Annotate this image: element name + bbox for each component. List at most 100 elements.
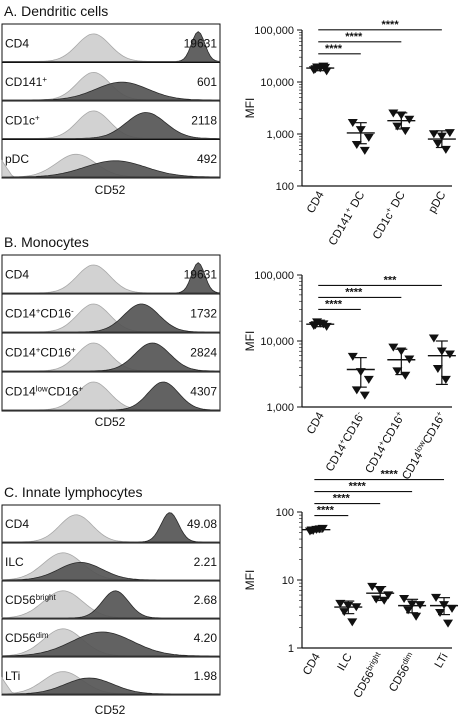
- scatter-0-category-sup: +: [343, 205, 353, 214]
- scatter-0-category-base: CD1c: [371, 210, 396, 241]
- scatter-2-group: [366, 582, 395, 605]
- hist-1-cd52-histogram: [2, 381, 221, 411]
- scatter-0-y-tick-label: 10,000: [260, 77, 294, 89]
- hist-2-x-axis-label: CD52: [95, 703, 126, 717]
- hist-2-cd52-histogram: [2, 562, 220, 581]
- hist-0-row-label-base: pDC: [5, 152, 29, 166]
- scatter-1-category-base: CD4: [305, 410, 327, 436]
- hist-1-row: CD4 19631: [1, 254, 221, 295]
- scatter-0-data-point: [428, 130, 439, 139]
- scatter-1-data-point: [428, 334, 439, 343]
- hist-1-row: CD14+CD16+ 2824: [1, 332, 221, 373]
- hist-0-row-label-base: CD1c: [5, 113, 35, 127]
- hist-0-row: pDC 492: [1, 139, 221, 179]
- scatter-1-category-tail: CD16: [341, 413, 366, 444]
- scatter-2-category-label: LTi: [433, 652, 451, 671]
- hist-1-row-label-sup: +: [36, 306, 41, 315]
- hist-2-row-label-base: LTi: [5, 669, 20, 683]
- hist-1-cd52-histogram: [2, 342, 220, 372]
- scatter-1-data-point: [444, 350, 455, 359]
- hist-2-row-label-base: CD4: [5, 517, 29, 531]
- scatter-0-significance-label: ****: [325, 43, 343, 55]
- hist-0-x-axis-label: CD52: [95, 183, 126, 197]
- scatter-0-significance-label: ****: [381, 19, 399, 31]
- hist-0-cd52-histogram: [2, 81, 220, 101]
- hist-1-row-label-tail: CD16: [40, 346, 71, 360]
- scatter-0-data-point: [310, 65, 321, 74]
- scatter-1-category-sup: +: [336, 437, 346, 446]
- hist-1-row-label: CD14+CD16-: [5, 306, 74, 321]
- scatter-1-category-label: CD14lowCD16+: [398, 409, 448, 482]
- scatter-0-data-point: [359, 146, 370, 155]
- hist-2-row-label: ILC: [5, 555, 24, 569]
- scatter-1-group: [346, 352, 375, 400]
- hist-2-row-label: CD56bright: [5, 593, 56, 608]
- hist-2-row-label-base: CD56: [5, 593, 36, 607]
- scatter-2-data-point: [403, 606, 414, 615]
- hist-0-row-label-base: CD4: [5, 36, 29, 50]
- scatter-2-category-label: CD56bright: [350, 650, 388, 701]
- scatter-0-category-base: CD141: [327, 211, 355, 248]
- hist-1-row-mfi: 19631: [184, 268, 218, 282]
- scatter-0-group: [306, 62, 335, 76]
- scatter-2-y-axis-label: MFI: [243, 570, 257, 591]
- scatter-0-group: [387, 109, 416, 136]
- scatter-0-data-point: [351, 141, 362, 150]
- scatter-0-data-point: [404, 115, 415, 124]
- hist-0-cd52-histogram: [2, 112, 220, 139]
- hist-2-row-mfi: 49.08: [187, 517, 217, 531]
- hist-0-panel-name: Dendritic cells: [21, 3, 108, 19]
- scatter-0-y-tick-label: 100,000: [254, 25, 294, 37]
- hist-0-row-label: CD1c+: [5, 113, 40, 128]
- scatter-1-category-sup2: +: [434, 409, 444, 418]
- scatter-0-y-axis-label: MFI: [243, 98, 257, 119]
- scatter-1-category-label: CD14+CD16-: [322, 409, 368, 474]
- hist-0-cd52-histogram: [2, 31, 221, 62]
- scatter-0-category-sup: +: [383, 205, 393, 214]
- scatter-1-significance-label: ****: [345, 286, 363, 298]
- scatter-1-category-base: CD14: [324, 442, 349, 474]
- scatter-0-data-point: [432, 139, 443, 148]
- hist-2-row: CD56bright 2.68: [1, 580, 221, 620]
- scatter-1-data-point: [440, 375, 451, 384]
- hist-2-row-label: CD4: [5, 517, 29, 531]
- scatter-1-data-point: [392, 367, 403, 376]
- hist-1-row-label-tail: CD16: [48, 385, 79, 399]
- scatter-0-category-tail: DC: [347, 190, 367, 213]
- hist-1-row-label-sup2: +: [78, 384, 83, 393]
- scatter-2-group: [334, 599, 363, 627]
- scatter-0-data-point: [388, 109, 399, 118]
- scatter-0-category-base: pDC: [427, 190, 449, 216]
- scatter-1-significance-label: ***: [384, 274, 398, 286]
- hist-1-row: CD14lowCD16+ 4307: [1, 371, 221, 412]
- hist-1-panel-letter: B.: [4, 234, 21, 250]
- scatter-1-category-sup: +: [376, 438, 386, 447]
- scatter-2-data-point: [443, 619, 454, 628]
- hist-1-row-label-sup2: -: [71, 306, 74, 315]
- hist-0-row-mfi: 601: [197, 75, 217, 89]
- scatter-2-data-point: [399, 594, 410, 603]
- hist-2-row-label: CD56dim: [5, 631, 49, 646]
- scatter-1-category-label: CD14+CD16+: [361, 409, 408, 476]
- hist-0-row-mfi: 2118: [191, 113, 217, 127]
- scatter-2-y-tick-label: 10: [282, 575, 294, 587]
- scatter-0-category-label: CD141+ DC: [325, 188, 368, 247]
- hist-1-panel-title: B. Monocytes: [4, 234, 89, 250]
- hist-0-row-label: CD4: [5, 36, 29, 50]
- hist-2-cd52-histogram: [2, 677, 220, 695]
- scatter-0-data-point: [363, 133, 374, 142]
- scatter-1-category-tail: CD16: [380, 415, 405, 446]
- hist-2-row-label: LTi: [5, 669, 20, 683]
- hist-2-row-mfi: 4.20: [194, 631, 218, 645]
- scatter-1-data-point: [347, 352, 358, 361]
- scatter-1-data-point: [388, 343, 399, 352]
- hist-1-x-axis-label: CD52: [95, 415, 126, 429]
- scatter-1-category-label: CD4: [305, 410, 327, 436]
- scatter-1-y-tick-label: 10,000: [260, 336, 294, 348]
- hist-2-row: CD4 49.08: [1, 504, 221, 544]
- scatter-2-category-label: CD4: [301, 651, 323, 677]
- hist-2-row-mfi: 1.98: [194, 669, 218, 683]
- scatter-0-data-point: [347, 118, 358, 127]
- scatter-2-category-base: LTi: [433, 652, 451, 671]
